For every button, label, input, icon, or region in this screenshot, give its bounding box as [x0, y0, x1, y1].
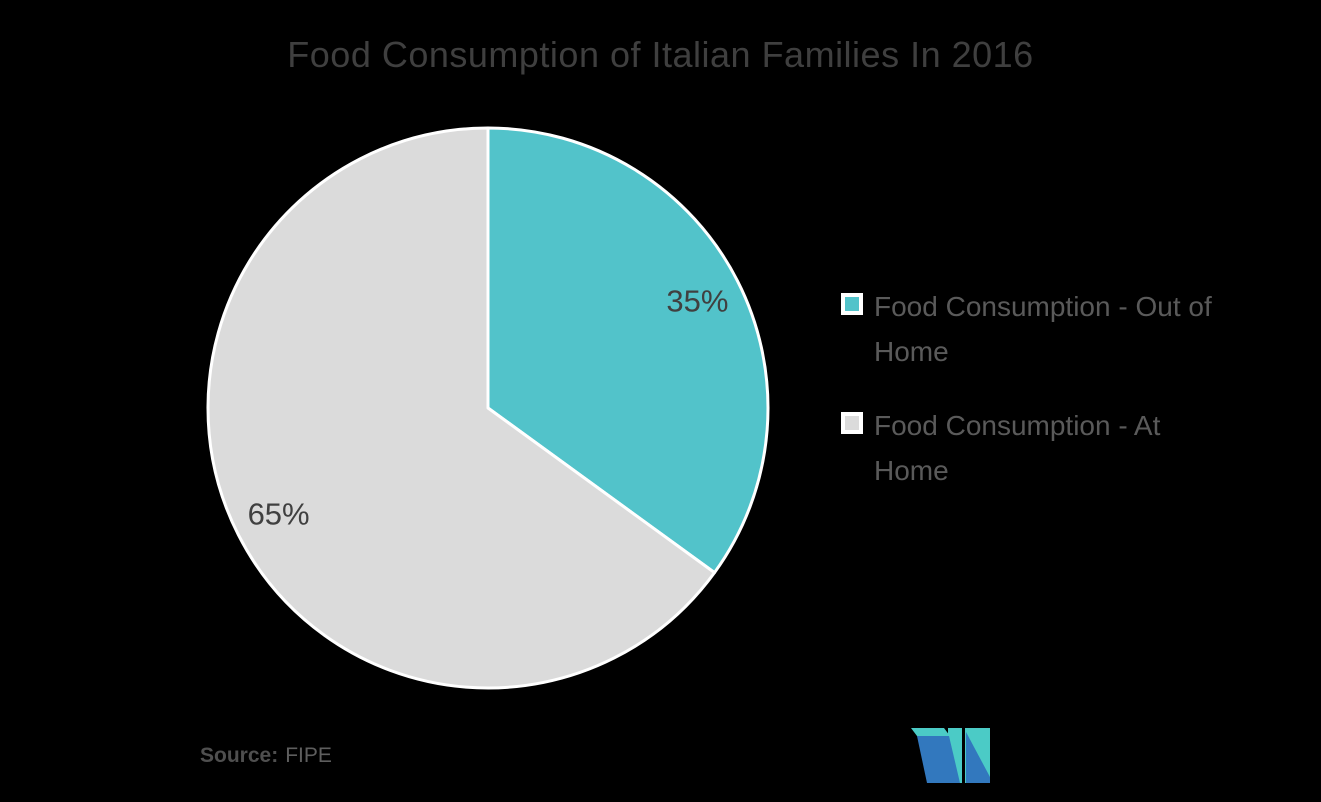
pie-chart: 35% 65% [206, 126, 770, 690]
legend-item-out-of-home[interactable]: Food Consumption - Out of Home [841, 284, 1219, 374]
chart-title: Food Consumption of Italian Families In … [287, 34, 1034, 75]
source-value: FIPE [285, 744, 332, 767]
legend-label: Food Consumption - At Home [874, 410, 1161, 486]
mordor-intelligence-logo [911, 728, 990, 783]
legend-label: Food Consumption - Out of Home [874, 291, 1212, 367]
legend-swatch-icon [841, 293, 863, 315]
pie-slice-out-of-home[interactable] [486, 126, 770, 575]
source-label: Source: [200, 744, 279, 767]
pie-slice-percentage-label: 35% [666, 283, 728, 318]
legend: Food Consumption - Out of Home Food Cons… [841, 284, 1219, 522]
pie-slice-at-home[interactable] [206, 126, 716, 690]
legend-swatch-icon [841, 412, 863, 434]
legend-item-at-home[interactable]: Food Consumption - At Home [841, 403, 1219, 493]
pie-slice-percentage-label: 65% [248, 497, 310, 532]
source-note: Source: FIPE [200, 744, 332, 768]
